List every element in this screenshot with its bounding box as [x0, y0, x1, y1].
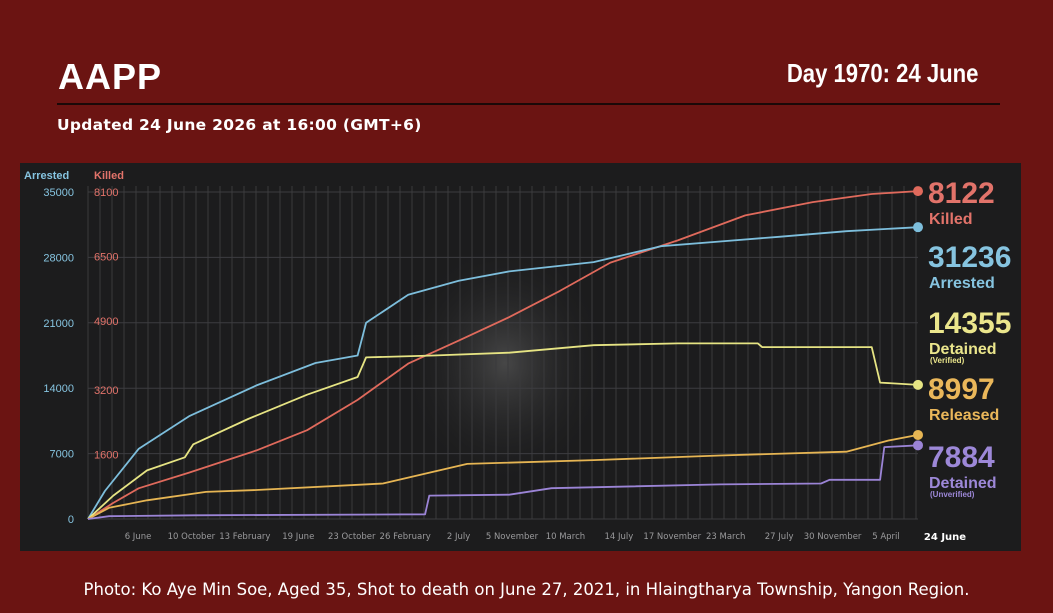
x-tick-label: 5 November — [486, 532, 539, 542]
x-tick-label: 6 June — [125, 532, 152, 542]
x-tick-label: 2 July — [447, 532, 470, 542]
arrested-tick-label: 14000 — [43, 383, 74, 395]
x-tick-label: 10 October — [168, 532, 216, 542]
left-axis-title: Arrested — [24, 170, 69, 182]
arrested-tick-label: 7000 — [50, 449, 74, 461]
series-final-value: 7884 — [928, 441, 995, 474]
x-tick-label: 23 March — [706, 532, 745, 542]
day-counter: Day 1970: 24 June — [786, 58, 978, 88]
arrested-tick-label: 28000 — [43, 252, 74, 264]
series-end-dot — [913, 379, 923, 390]
killed-tick-label: 4900 — [94, 316, 118, 328]
series-name-label: Detained — [929, 475, 997, 492]
killed-tick-label: 1600 — [94, 449, 118, 461]
x-tick-label: 27 July — [765, 532, 794, 542]
series-line-arrested — [87, 226, 919, 520]
series-name-label: Released — [929, 407, 999, 424]
series-end-dot — [913, 429, 923, 440]
series-name-label: Detained — [929, 341, 997, 358]
series-line-detained — [87, 342, 919, 520]
series-end-dot — [913, 440, 923, 451]
series-line-released — [87, 434, 919, 520]
chart-panel: Arrested Killed 0 7000 14000 21000 28000 35000 1… — [20, 163, 1021, 551]
org-title: AAPP — [58, 56, 163, 97]
killed-tick-label: 8100 — [94, 187, 118, 199]
series-final-value: 14355 — [928, 307, 1011, 340]
timeline-chart: Arrested Killed 0 7000 14000 21000 28000 35000 1… — [24, 170, 1011, 543]
x-tick-label: 17 November — [643, 532, 701, 542]
x-tick-label: 19 June — [282, 532, 314, 542]
killed-tick-label: 6500 — [94, 252, 118, 264]
series-final-value: 8997 — [928, 373, 995, 406]
x-tick-label: 30 November — [804, 532, 862, 542]
series-line-killed — [87, 190, 919, 520]
series-end-dot — [913, 186, 923, 197]
x-tick-label: 13 February — [219, 532, 270, 542]
x-tick-label: 23 October — [328, 532, 376, 542]
arrested-tick-label: 35000 — [43, 187, 74, 199]
right-axis-title: Killed — [94, 170, 124, 182]
series-name-label: Killed — [929, 211, 973, 228]
x-tick-label: 14 July — [604, 532, 633, 542]
updated-timestamp: Updated 24 June 2026 at 16:00 (GMT+6) — [57, 116, 422, 134]
killed-tick-label: 3200 — [94, 385, 118, 397]
x-tick-label: 5 April — [872, 532, 900, 542]
x-end-label: 24 June — [924, 532, 966, 543]
series-final-value: 31236 — [928, 241, 1011, 274]
series-end-dot — [913, 222, 923, 233]
series-final-value: 8122 — [928, 177, 995, 210]
x-tick-label: 26 February — [380, 532, 431, 542]
series-name-label: Arrested — [929, 275, 995, 292]
x-tick-label: 10 March — [546, 532, 585, 542]
series-line-detained — [87, 444, 919, 520]
series-sub-label: (Verified) — [930, 356, 965, 365]
header-divider — [57, 103, 1000, 105]
arrested-tick-label: 0 — [68, 514, 74, 526]
photo-caption: Photo: Ko Aye Min Soe, Aged 35, Shot to … — [83, 580, 970, 599]
arrested-tick-label: 21000 — [43, 318, 74, 330]
series-sub-label: (Unverified) — [930, 490, 975, 499]
photo-backdrop — [400, 238, 610, 488]
